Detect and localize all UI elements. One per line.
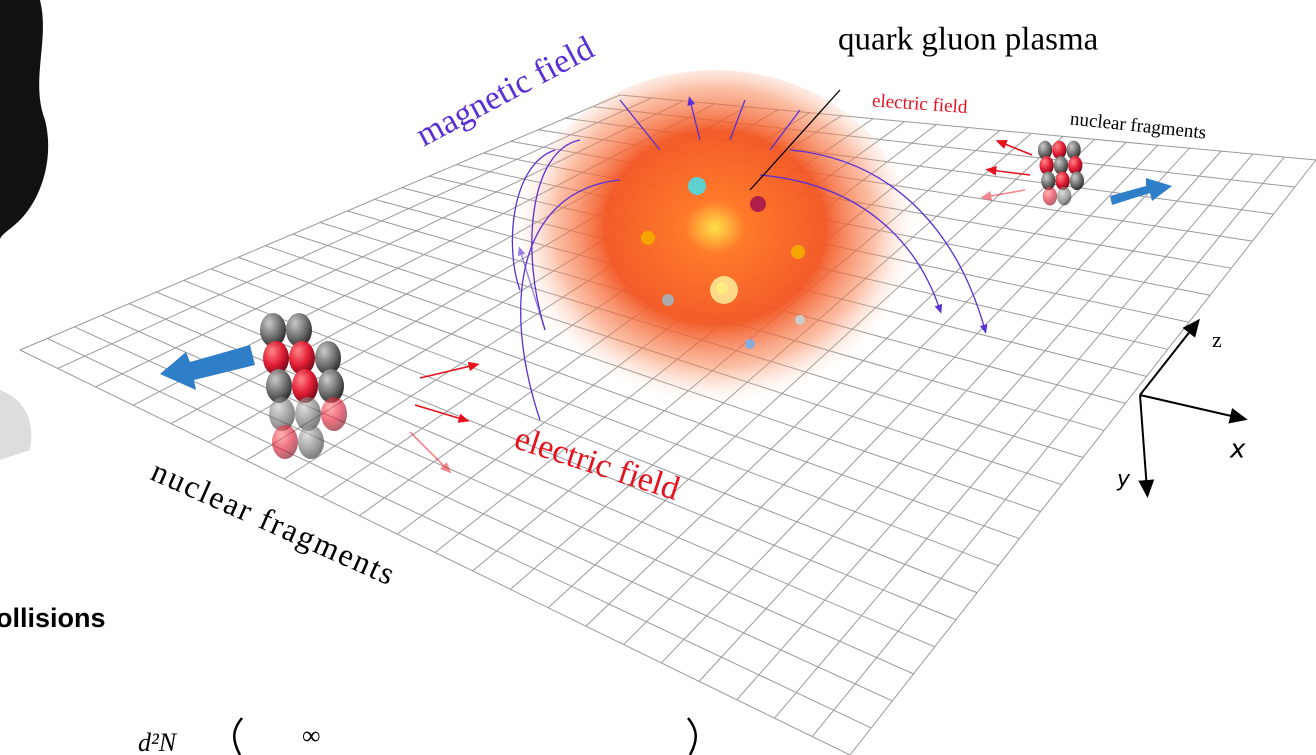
axis-label-y: y [1116, 467, 1131, 492]
nucleon [298, 425, 324, 459]
nucleon [1070, 171, 1084, 190]
grid-line [850, 160, 1316, 755]
nucleus-left [260, 313, 347, 459]
nucleon [272, 425, 298, 459]
axes [1140, 325, 1240, 490]
nucleon [1057, 187, 1071, 206]
slide-heading: ollisions [0, 603, 106, 633]
nucleus-right [1038, 141, 1084, 206]
silhouette-shadow [0, 390, 31, 460]
plasma [515, 70, 915, 420]
axis-label-x: x [1229, 435, 1246, 465]
label-electric-field: electric field [510, 420, 684, 508]
label-nuclear-fragments: nuclear fragments [146, 452, 402, 592]
axis-label-z: z [1212, 327, 1222, 352]
label-electric-field: electric field [871, 90, 968, 118]
formula-paren [234, 718, 242, 755]
nucleon [321, 397, 347, 431]
direction-arrow [160, 345, 255, 390]
slide: ollisions d²N ∞ [0, 0, 1316, 755]
nucleon [1043, 187, 1057, 206]
formula-paren [688, 718, 696, 755]
formula-symbol: ∞ [302, 721, 321, 750]
label-qgp: quark gluon plasma [838, 22, 1099, 58]
silhouette [0, 0, 48, 240]
label-nuclear-fragments: nuclear fragments [1069, 108, 1207, 143]
formula-numerator: d²N [138, 728, 178, 755]
